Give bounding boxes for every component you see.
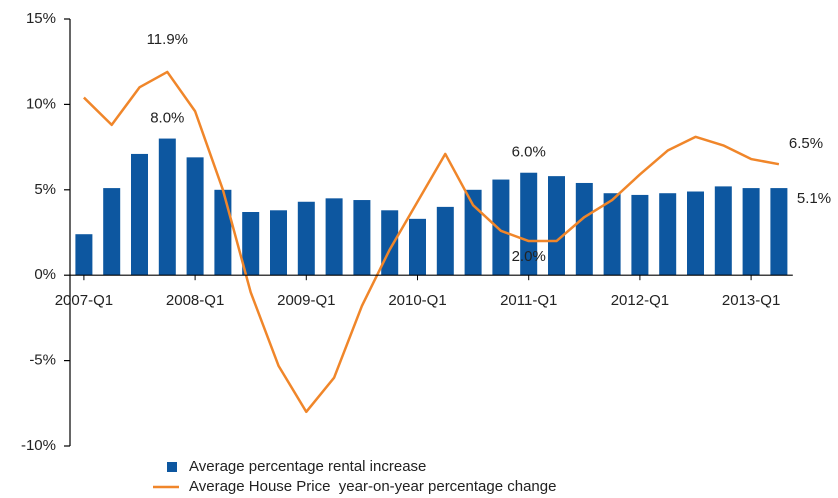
data-label: 6.5% (789, 135, 823, 152)
bar (214, 189, 232, 276)
bar (714, 186, 732, 276)
line (83, 70, 780, 414)
x-tick-label: 2007-Q1 (55, 292, 113, 309)
legend-label: Average percentage rental increase (189, 458, 426, 475)
x-tick-label: 2009-Q1 (277, 292, 335, 309)
bar (575, 182, 593, 276)
bar (659, 193, 677, 276)
legend-swatch (167, 462, 177, 472)
x-tick-label: 2013-Q1 (722, 292, 780, 309)
bar (742, 188, 760, 276)
bar (520, 172, 538, 276)
bar (186, 157, 204, 276)
y-tick-label: 0% (34, 266, 56, 283)
bar (131, 153, 148, 276)
data-label: 11.9% (147, 31, 188, 48)
bar (631, 194, 649, 276)
legend-label: Average House Price year-on-year percent… (189, 478, 556, 495)
y-tick-label: 5% (34, 181, 56, 198)
data-label: 2.0% (512, 248, 546, 265)
bar (270, 210, 287, 276)
x-tick-label: 2012-Q1 (611, 292, 669, 309)
x-tick-label: 2011-Q1 (500, 292, 557, 309)
bar (381, 210, 399, 276)
y-tick-label: -5% (29, 352, 56, 369)
bar (464, 189, 482, 276)
bar (325, 198, 343, 276)
data-label: 8.0% (150, 110, 184, 127)
bar (492, 179, 510, 276)
bar (687, 191, 704, 276)
bar (353, 200, 371, 276)
y-tick-label: 15% (26, 10, 56, 27)
bar (242, 212, 260, 276)
data-label: 5.1% (797, 190, 831, 207)
x-tick-label: 2008-Q1 (166, 292, 224, 309)
y-tick-label: -10% (21, 437, 56, 454)
y-tick-label: 10% (26, 95, 56, 112)
bar (297, 201, 315, 276)
data-label: 6.0% (512, 144, 546, 161)
bar (436, 206, 454, 276)
bar (103, 188, 121, 276)
bar (409, 218, 426, 276)
bar (770, 188, 788, 276)
bar (75, 234, 93, 276)
bar (603, 193, 621, 276)
bar (548, 176, 565, 276)
bar (158, 138, 176, 276)
x-tick-label: 2010-Q1 (388, 292, 446, 309)
